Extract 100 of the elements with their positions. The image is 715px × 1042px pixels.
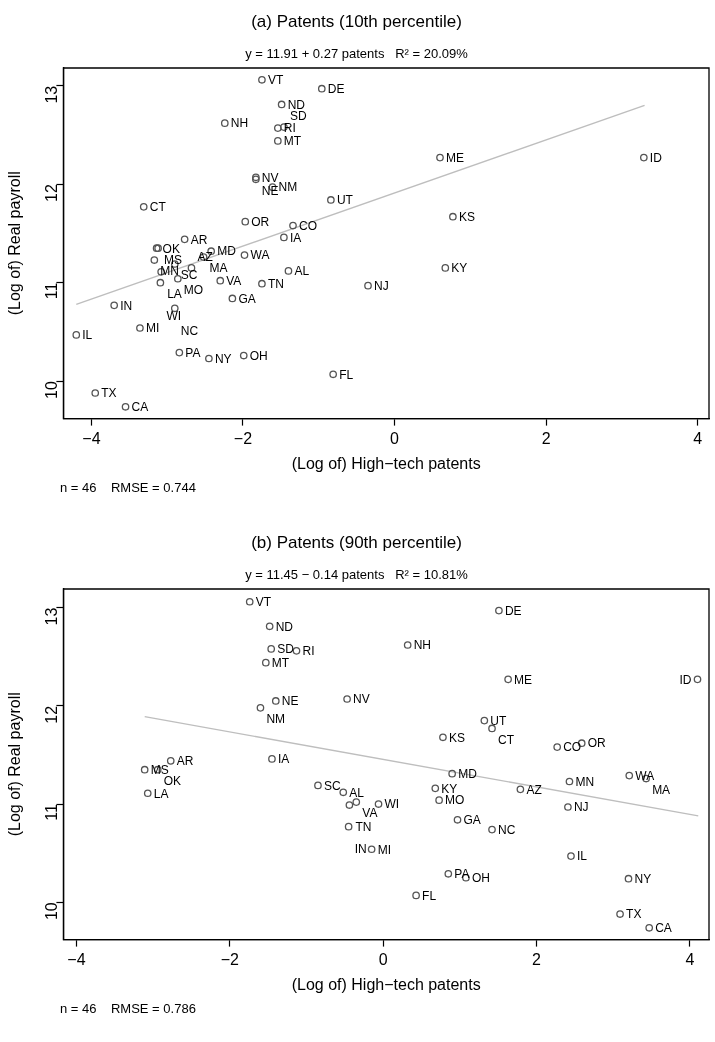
annotation: CT <box>498 732 515 747</box>
annotation: OR <box>251 214 270 229</box>
annotation: NY <box>634 872 652 887</box>
chart-subtitle: y = 11.91 + 0.27 patents R² = 20.09% <box>245 45 469 61</box>
annotation: MN <box>575 774 595 789</box>
y-tick-label: 12 <box>42 184 60 203</box>
annotation: CT <box>149 200 167 215</box>
x-tick-label: 0 <box>378 950 388 968</box>
x-tick-label: 4 <box>685 950 695 968</box>
y-tick-label: 11 <box>42 282 60 300</box>
annotation: NC <box>498 822 516 837</box>
annotation: NM <box>278 180 298 195</box>
annotation: ID <box>679 672 692 687</box>
annotation: MO <box>445 793 465 808</box>
annotation: ME <box>446 150 464 165</box>
annotation: MD <box>217 244 237 259</box>
annotation: CA <box>131 400 149 415</box>
y-tick-label: 11 <box>42 803 60 821</box>
x-tick-label: 0 <box>390 429 400 447</box>
annotation: IL <box>576 849 588 864</box>
x-tick-label: −4 <box>67 950 86 968</box>
x-tick-label: −2 <box>220 950 239 968</box>
annotation: NY <box>214 351 232 366</box>
annotation: OH <box>249 348 268 363</box>
annotation: AR <box>176 754 194 769</box>
annotation: MT <box>283 134 302 149</box>
annotation: SC <box>323 778 341 793</box>
annotation: WI <box>166 309 182 324</box>
annotation: PA <box>185 345 201 360</box>
chart-title: (a) Patents (10th percentile) <box>251 11 462 31</box>
y-tick-label: 12 <box>42 705 60 724</box>
annotation: VT <box>255 595 272 610</box>
annotation: CO <box>563 740 582 755</box>
annotation: AL <box>294 264 310 279</box>
annotation: WI <box>384 797 400 812</box>
annotation: TX <box>626 907 642 922</box>
x-tick-label: 2 <box>541 429 551 447</box>
y-tick-label: 13 <box>42 607 60 626</box>
annotation: SD <box>289 109 307 124</box>
annotation: KS <box>448 730 465 745</box>
annotation: MA <box>652 782 671 797</box>
annotation: VA <box>362 806 378 821</box>
annotation: NE <box>261 183 279 198</box>
annotation: SC <box>180 268 198 283</box>
annotation: NM <box>266 712 286 727</box>
annotation: FL <box>422 888 437 903</box>
annotation: NH <box>230 116 249 131</box>
text: n = 46 RMSE = 0.744 <box>59 480 197 495</box>
annotation: MI <box>145 321 160 336</box>
annotation: DE <box>327 81 345 96</box>
annotation: RI <box>302 644 315 659</box>
annotation: RI <box>283 121 296 136</box>
annotation: DE <box>504 603 522 618</box>
y-tick-label: 10 <box>42 902 60 921</box>
annotation: NV <box>353 692 370 707</box>
annotation: ME <box>514 672 533 687</box>
annotation: TN <box>355 820 372 835</box>
annotation: NJ <box>374 278 389 293</box>
annotation: OH <box>471 871 490 886</box>
x-tick-label: 2 <box>532 950 542 968</box>
annotation: IN <box>120 298 133 313</box>
y-axis-title: (Log of) Real payroll <box>6 171 24 316</box>
annotation: GA <box>463 813 481 828</box>
annotation: IL <box>82 328 93 343</box>
annotation: AZ <box>526 782 542 797</box>
annotation: OR <box>587 736 607 751</box>
annotation: ND <box>275 619 294 634</box>
annotation: ID <box>649 150 663 165</box>
annotation: IA <box>289 230 302 245</box>
annotation: GA <box>238 291 256 306</box>
annotation: MO <box>183 283 204 298</box>
y-axis-title: (Log of) Real payroll <box>6 692 24 837</box>
annotation: NH <box>413 638 432 653</box>
x-axis-title: (Log of) High−tech patents <box>291 454 481 472</box>
annotation: WA <box>635 768 655 783</box>
annotation: MI <box>377 842 391 857</box>
annotation: OK <box>163 774 182 789</box>
x-axis-title: (Log of) High−tech patents <box>291 975 481 993</box>
annotation: AR <box>190 232 208 247</box>
annotation: UT <box>490 713 508 728</box>
annotation: KY <box>451 261 468 276</box>
annotation: MN <box>160 264 179 279</box>
x-tick-label: 4 <box>693 429 703 447</box>
annotation: LA <box>153 786 169 801</box>
chart-title: (b) Patents (90th percentile) <box>251 532 462 552</box>
annotation: UT <box>336 193 354 208</box>
annotation: ND <box>287 97 306 112</box>
annotation: IN <box>354 841 367 856</box>
annotation: NJ <box>573 800 589 815</box>
text: n = 46 RMSE = 0.786 <box>59 1001 197 1016</box>
annotation: LA <box>167 287 182 302</box>
annotation: VT <box>267 73 284 88</box>
annotation: KY <box>441 781 458 796</box>
annotation: MT <box>271 655 290 670</box>
annotation: CO <box>299 218 317 233</box>
x-tick-label: −4 <box>82 429 101 447</box>
annotation: TN <box>267 276 284 291</box>
annotation: NE <box>281 694 299 709</box>
annotation: VA <box>226 274 242 289</box>
annotation: NC <box>180 323 199 338</box>
